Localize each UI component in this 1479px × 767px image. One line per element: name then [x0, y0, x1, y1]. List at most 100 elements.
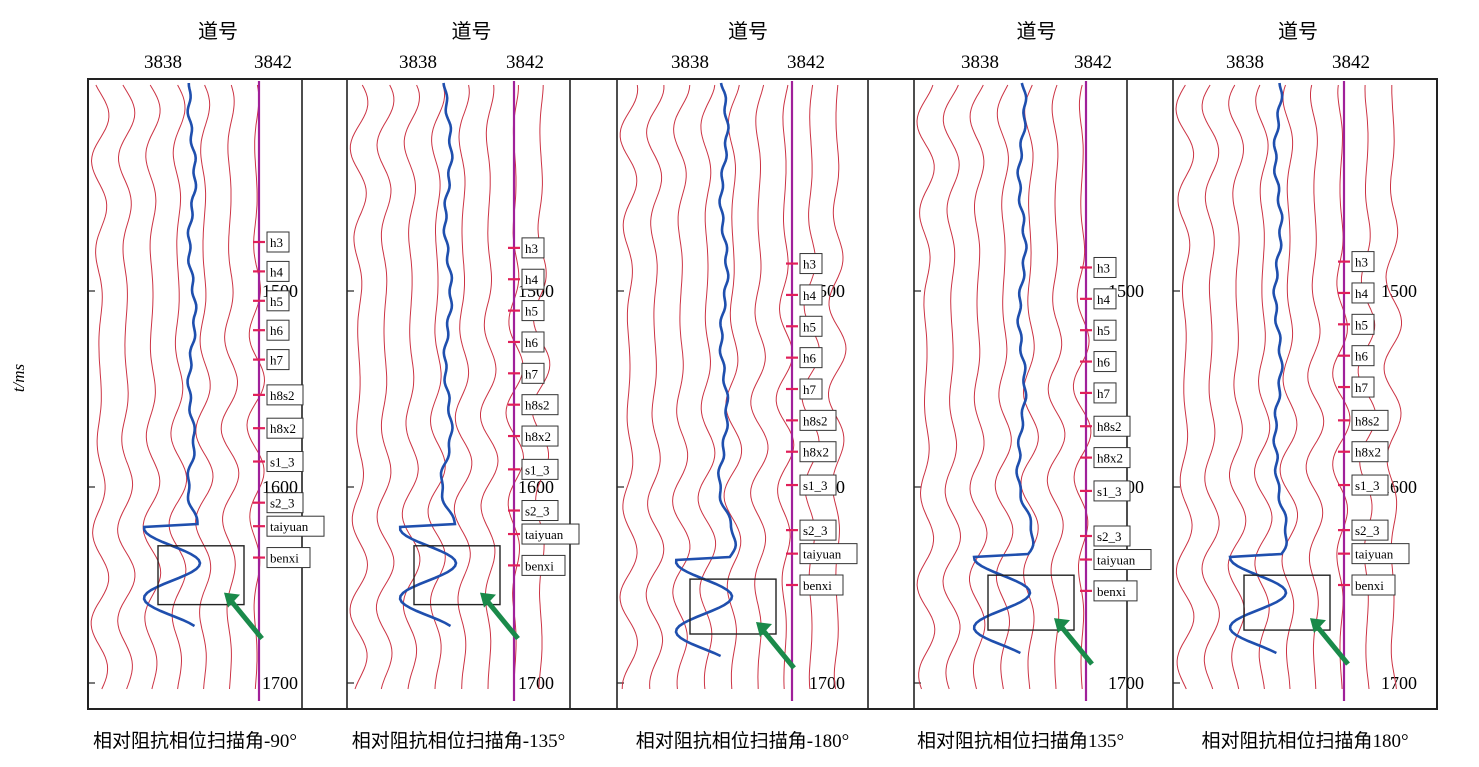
horizon-label-box — [799, 543, 858, 565]
horizon-label: s2_3 — [803, 523, 828, 538]
horizon-label: h4 — [525, 272, 539, 287]
horizon-label-box — [799, 409, 837, 431]
horizon-label: h4 — [1355, 286, 1369, 301]
horizon-label: h7 — [1355, 380, 1369, 395]
x-tick-label: 3838 — [961, 52, 999, 73]
panels-layer: 道号 3838 3842 1500 1600 1700 h3 h4 h5 h6 h7 h8s2 h8x2… — [87, 20, 1438, 752]
horizon-label: s2_3 — [525, 504, 550, 519]
horizon-label: s1_3 — [1355, 478, 1380, 493]
x-tick-label: 3842 — [506, 52, 544, 73]
seismic-trace — [1305, 84, 1325, 690]
arrow-head — [756, 622, 772, 637]
horizon-label-box — [1351, 574, 1396, 596]
horizon-label-box — [521, 425, 559, 447]
y-tick-label: 1500 — [1381, 281, 1417, 301]
x-axis-title: 道号 — [728, 20, 768, 43]
seismic-trace — [375, 84, 395, 690]
seismic-trace — [1253, 84, 1273, 690]
horizon-label: h4 — [270, 264, 284, 279]
x-tick-label: 3838 — [671, 52, 709, 73]
seismic-trace — [427, 84, 446, 690]
x-axis-title: 道号 — [1017, 20, 1057, 43]
panel-frame — [913, 78, 1128, 710]
arrow-shaft — [484, 598, 520, 641]
panel-caption: 相对阻抗相位扫描角180° — [1201, 730, 1408, 752]
horizon-label-box — [1351, 519, 1389, 541]
seismic-trace — [750, 84, 769, 690]
horizon-label-box — [521, 554, 566, 576]
horizon-label: h4 — [803, 288, 817, 303]
panel-caption: 相对阻抗相位扫描角-90° — [93, 730, 297, 752]
seismic-trace — [1046, 84, 1066, 690]
horizon-label-box — [1093, 382, 1117, 404]
horizon-label-box — [1351, 441, 1389, 463]
horizon-label: s2_3 — [270, 496, 295, 511]
horizon-label-box — [266, 231, 290, 253]
x-tick-label: 3838 — [1226, 52, 1264, 73]
x-tick-label: 3838 — [399, 52, 437, 73]
horizon-label-box — [1351, 313, 1375, 335]
x-axis-title: 道号 — [198, 20, 238, 43]
horizon-label: h6 — [1097, 355, 1111, 370]
horizon-label: h8s2 — [525, 398, 550, 413]
horizon-label-box — [1351, 409, 1389, 431]
seismic-trace — [1227, 84, 1247, 690]
horizon-label: taiyuan — [1355, 547, 1394, 562]
seismic-trace — [349, 84, 369, 690]
seismic-trace — [1279, 84, 1298, 690]
seismic-trace — [117, 84, 136, 690]
horizon-label: h5 — [1097, 323, 1110, 338]
horizon-label-box — [266, 319, 290, 341]
seismic-trace — [827, 84, 847, 690]
horizon-label: h3 — [1355, 255, 1368, 270]
horizon-label: h3 — [803, 257, 816, 272]
seismic-trace — [994, 84, 1014, 690]
seismic-trace — [168, 84, 188, 690]
seismic-trace — [246, 84, 266, 690]
horizon-label: taiyuan — [525, 527, 564, 542]
horizon-label-box — [1351, 474, 1389, 496]
horizon-label-box — [266, 290, 290, 312]
horizon-label-box — [521, 394, 559, 416]
horizon-label-box — [1351, 376, 1375, 398]
seismic-trace — [619, 84, 639, 690]
seismic-traces — [619, 84, 847, 690]
horizon-label-box — [1093, 256, 1117, 278]
horizon-label-box — [521, 268, 545, 290]
horizon-label-box — [1093, 319, 1117, 341]
horizon-label: h6 — [270, 323, 284, 338]
horizon-label-box — [266, 451, 304, 473]
horizon-label: h8x2 — [803, 445, 829, 460]
panel-caption: 相对阻抗相位扫描角-135° — [352, 730, 565, 752]
horizon-label-box — [799, 574, 844, 596]
horizon-label: benxi — [803, 578, 832, 593]
impedance-curve — [674, 82, 738, 658]
x-axis-title: 道号 — [1278, 20, 1318, 43]
x-tick-label: 3838 — [144, 52, 182, 73]
y-tick-label: 1700 — [809, 673, 845, 693]
x-tick-label: 3842 — [787, 52, 825, 73]
seismic-trace — [453, 84, 473, 690]
panel-4: 道号38383842150016001700h3h4h5h6h7h8s2h8x2… — [913, 20, 1152, 752]
horizon-label: h4 — [1097, 292, 1111, 307]
y-tick-label: 1600 — [1381, 477, 1417, 497]
impedance-curve — [1228, 82, 1289, 655]
horizon-label-box — [521, 458, 559, 480]
horizon-label: h8s2 — [803, 413, 828, 428]
horizon-label: h8x2 — [1097, 451, 1123, 466]
highlight-box — [987, 574, 1075, 631]
seismic-traces — [90, 84, 266, 690]
seismic-trace — [1072, 84, 1092, 690]
seismic-trace — [645, 85, 665, 690]
horizon-label: taiyuan — [270, 519, 309, 534]
seismic-trace — [942, 84, 962, 690]
horizon-label: h7 — [270, 353, 284, 368]
arrow-shaft — [1314, 623, 1350, 666]
panel-frame — [616, 78, 869, 710]
horizon-label-box — [1093, 415, 1131, 437]
y-tick-label: 1700 — [1108, 673, 1144, 693]
x-tick-label: 3842 — [1074, 52, 1112, 73]
panel-3: 道号38383842150016001700h3h4h5h6h7h8s2h8x2… — [616, 20, 869, 752]
seismic-trace — [531, 84, 551, 690]
